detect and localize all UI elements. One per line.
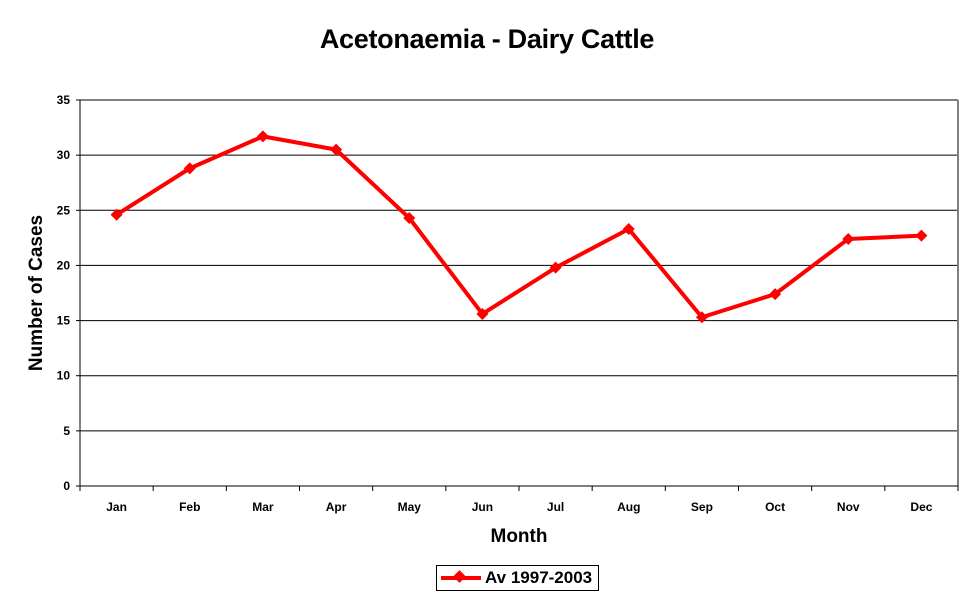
x-tick-label: Nov xyxy=(837,500,860,514)
data-point-marker xyxy=(842,232,855,245)
y-tick-label: 5 xyxy=(63,424,70,438)
chart-title: Acetonaemia - Dairy Cattle xyxy=(319,24,655,54)
y-tick-label: 15 xyxy=(57,314,71,328)
x-tick-label: Dec xyxy=(910,500,932,514)
data-point-marker xyxy=(549,261,562,274)
x-tick-label: Jun xyxy=(472,500,493,514)
y-tick-label: 0 xyxy=(63,479,70,493)
x-tick-label: Aug xyxy=(617,500,640,514)
x-tick-label: May xyxy=(398,500,422,514)
legend: Av 1997-2003 xyxy=(436,565,599,591)
data-point-marker xyxy=(915,229,928,242)
x-tick-label: Sep xyxy=(691,500,713,514)
x-axis-title: Month xyxy=(491,526,548,547)
y-tick-label: 35 xyxy=(57,93,71,107)
diamond-marker-icon xyxy=(453,570,466,583)
x-tick-label: Oct xyxy=(765,500,785,514)
axes: 0 5 10 15 20 25 30 35 Jan Feb Mar Apr May Jun Jul Aug Se… xyxy=(57,93,959,514)
data-point-marker xyxy=(476,307,489,320)
legend-label: Av 1997-2003 xyxy=(485,568,593,587)
data-point-marker xyxy=(183,162,196,175)
data-point-marker xyxy=(110,208,123,221)
x-tick-label: Apr xyxy=(326,500,347,514)
gridlines xyxy=(80,154,958,432)
legend-swatch xyxy=(441,568,481,588)
y-tick-label: 10 xyxy=(57,369,71,383)
data-point-marker xyxy=(403,212,416,225)
x-tick-label: Mar xyxy=(252,500,274,514)
series-line xyxy=(115,134,922,320)
x-tick-label: Feb xyxy=(179,500,200,514)
data-series xyxy=(110,130,928,324)
data-point-marker xyxy=(330,143,343,156)
data-point-marker xyxy=(769,288,782,301)
y-tick-label: 25 xyxy=(57,203,71,217)
data-point-marker xyxy=(622,223,635,236)
data-point-marker xyxy=(695,311,708,324)
x-tick-label: Jan xyxy=(106,500,127,514)
y-tick-label: 30 xyxy=(57,148,71,162)
x-tick-label: Jul xyxy=(547,500,564,514)
y-axis-title: Number of Cases xyxy=(26,215,47,371)
y-tick-label: 20 xyxy=(57,258,71,272)
data-point-marker xyxy=(256,130,269,143)
